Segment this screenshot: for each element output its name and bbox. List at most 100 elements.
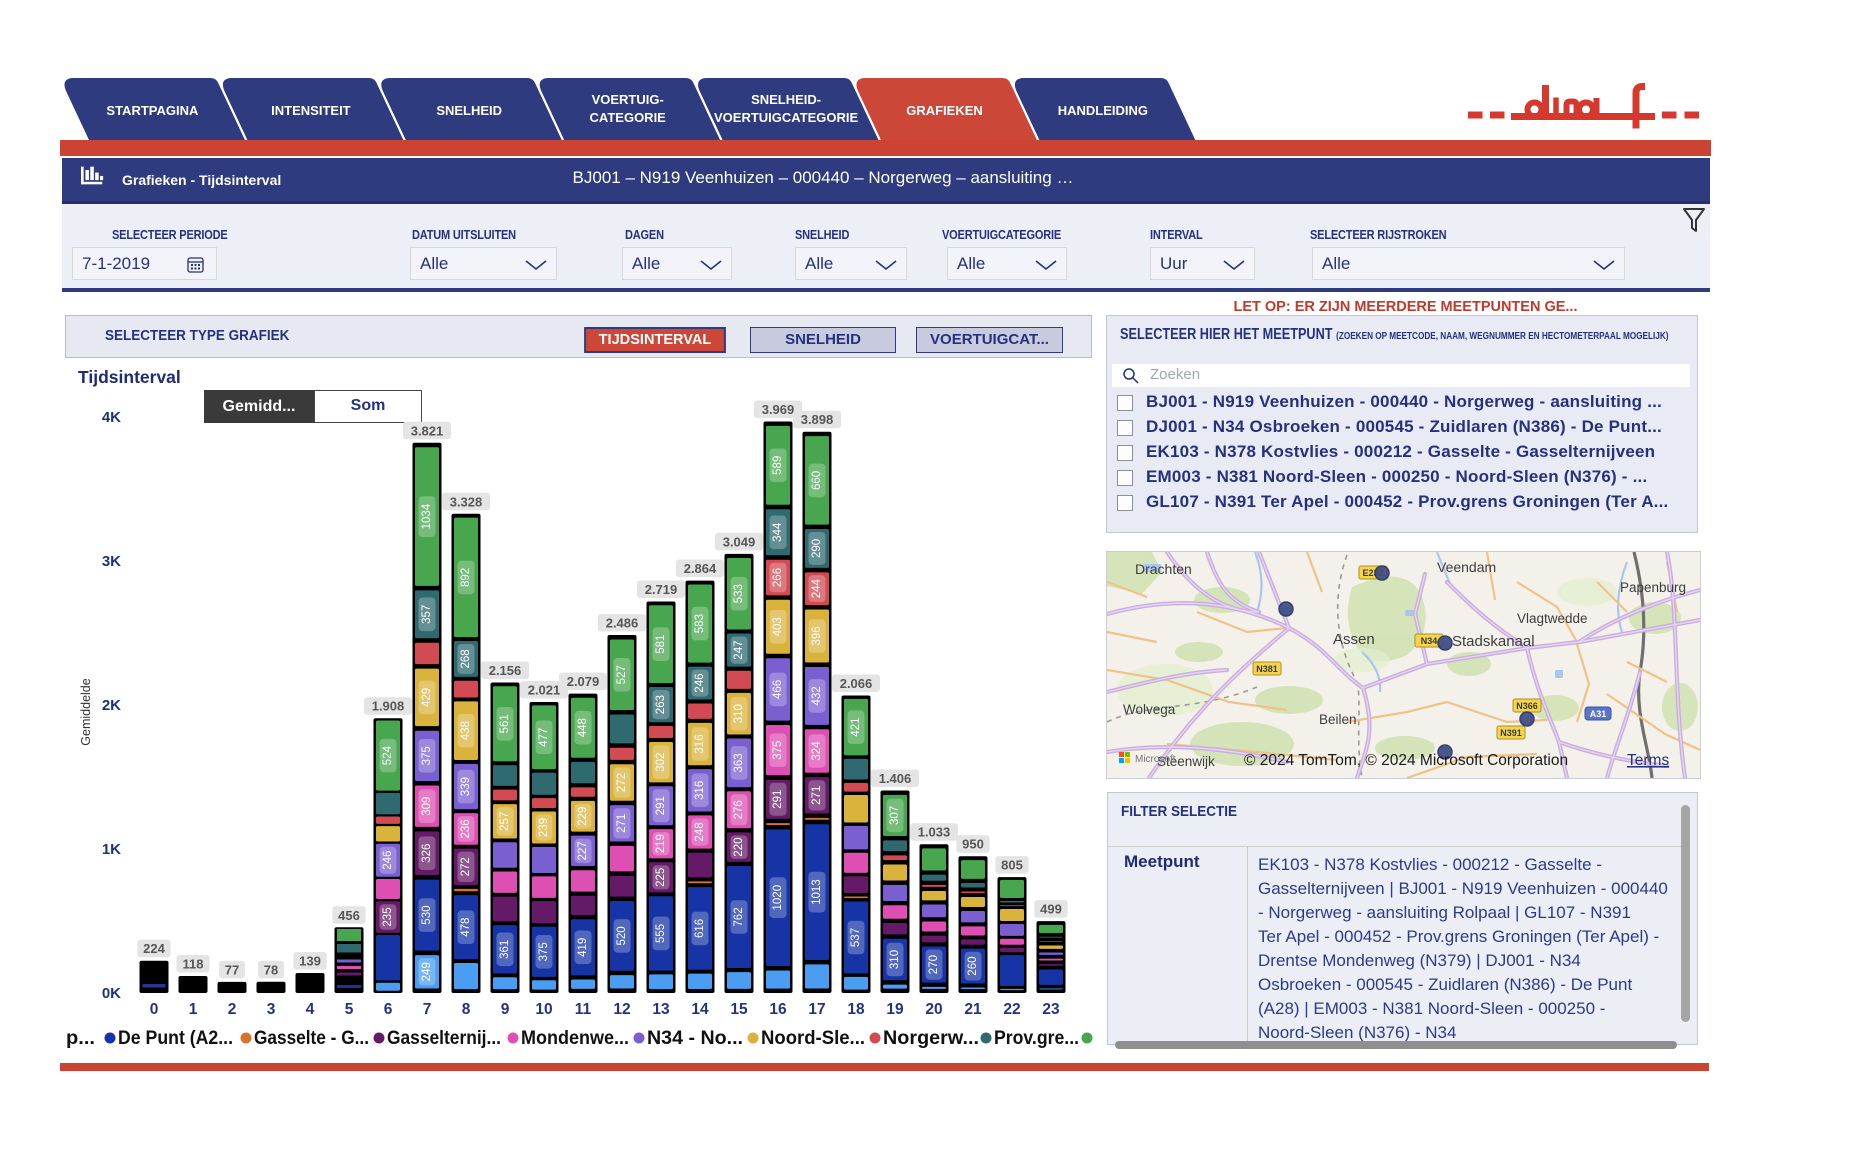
svg-text:8: 8	[462, 1001, 471, 1018]
svg-text:583: 583	[694, 614, 706, 633]
svg-text:9: 9	[501, 1001, 510, 1018]
svg-text:396: 396	[811, 626, 823, 645]
svg-text:78: 78	[264, 962, 278, 977]
svg-text:520: 520	[616, 926, 628, 945]
svg-text:Papenburg: Papenburg	[1620, 580, 1686, 595]
svg-text:339: 339	[460, 777, 472, 796]
svg-text:271: 271	[616, 814, 628, 833]
svg-text:310: 310	[733, 704, 745, 723]
svg-text:456: 456	[338, 908, 360, 923]
svg-text:E232: E232	[1362, 568, 1383, 578]
svg-text:0: 0	[150, 1001, 159, 1018]
svg-text:310: 310	[889, 950, 901, 969]
svg-text:361: 361	[499, 940, 511, 959]
svg-text:309: 309	[421, 797, 433, 816]
svg-text:291: 291	[772, 790, 784, 809]
svg-text:10: 10	[535, 1001, 552, 1018]
svg-text:326: 326	[421, 844, 433, 863]
svg-text:438: 438	[460, 721, 472, 740]
svg-text:403: 403	[772, 617, 784, 636]
svg-text:Microsoft: Microsoft	[1135, 754, 1176, 765]
svg-text:N34: N34	[1421, 636, 1438, 646]
svg-text:270: 270	[928, 955, 940, 974]
svg-text:23: 23	[1042, 1001, 1060, 1018]
svg-text:2.021: 2.021	[528, 683, 561, 698]
svg-text:1013: 1013	[811, 879, 823, 905]
svg-text:561: 561	[499, 714, 511, 733]
svg-text:4K: 4K	[102, 409, 121, 426]
svg-text:581: 581	[655, 635, 667, 654]
svg-text:1.406: 1.406	[879, 771, 912, 786]
svg-text:Gasselternij...: Gasselternij...	[387, 1028, 501, 1049]
svg-text:236: 236	[460, 819, 472, 838]
svg-text:357: 357	[421, 605, 433, 624]
svg-text:950: 950	[962, 837, 984, 852]
svg-text:12: 12	[613, 1001, 630, 1018]
svg-text:Veendam: Veendam	[1437, 559, 1496, 575]
svg-text:N391: N391	[1500, 728, 1522, 738]
svg-text:Gasselte - G...: Gasselte - G...	[254, 1028, 369, 1049]
svg-text:429: 429	[421, 688, 433, 707]
svg-text:1034: 1034	[421, 503, 433, 529]
svg-text:227: 227	[577, 841, 589, 860]
svg-text:2.066: 2.066	[840, 676, 873, 691]
svg-text:257: 257	[499, 812, 511, 831]
svg-text:448: 448	[577, 718, 589, 737]
svg-text:5: 5	[345, 1001, 354, 1018]
svg-text:1: 1	[189, 1001, 198, 1018]
svg-text:11: 11	[575, 1001, 592, 1018]
svg-text:22: 22	[1003, 1001, 1020, 1018]
svg-text:VOERTUIG-: VOERTUIG-	[592, 92, 664, 107]
svg-text:1.908: 1.908	[372, 699, 405, 714]
svg-text:805: 805	[1001, 858, 1023, 873]
svg-text:291: 291	[655, 796, 667, 815]
svg-text:527: 527	[616, 665, 628, 684]
svg-text:3.049: 3.049	[723, 534, 756, 549]
svg-text:660: 660	[811, 471, 823, 490]
svg-text:18: 18	[847, 1001, 865, 1018]
svg-text:229: 229	[577, 807, 589, 826]
svg-text:266: 266	[772, 568, 784, 587]
svg-text:SNELHEID-: SNELHEID-	[751, 92, 821, 107]
svg-text:Wolvega: Wolvega	[1123, 702, 1176, 717]
svg-text:Noord-Sle...: Noord-Sle...	[761, 1028, 865, 1049]
svg-text:530: 530	[421, 906, 433, 925]
svg-text:Drachten: Drachten	[1135, 561, 1192, 577]
svg-text:235: 235	[382, 907, 394, 926]
svg-text:524: 524	[382, 745, 394, 765]
svg-text:1.033: 1.033	[918, 825, 951, 840]
svg-text:2.864: 2.864	[684, 561, 717, 576]
svg-text:272: 272	[460, 857, 472, 876]
svg-text:Gemiddelde: Gemiddelde	[79, 678, 93, 745]
svg-text:225: 225	[655, 868, 667, 887]
svg-text:Prov.gre...: Prov.gre...	[994, 1028, 1079, 1049]
svg-text:6: 6	[384, 1001, 393, 1018]
svg-text:324: 324	[811, 741, 823, 761]
svg-text:Terms: Terms	[1627, 752, 1669, 769]
svg-text:224: 224	[143, 941, 165, 956]
svg-text:419: 419	[577, 938, 589, 957]
svg-text:3: 3	[267, 1001, 276, 1018]
svg-text:344: 344	[772, 522, 784, 542]
svg-text:19: 19	[886, 1001, 904, 1018]
svg-text:3.898: 3.898	[801, 412, 834, 427]
svg-text:589: 589	[772, 456, 784, 475]
svg-text:263: 263	[655, 695, 667, 714]
svg-text:2.719: 2.719	[645, 582, 678, 597]
svg-text:20: 20	[925, 1001, 942, 1018]
svg-text:INTENSITEIT: INTENSITEIT	[271, 103, 351, 118]
svg-text:16: 16	[769, 1001, 787, 1018]
svg-text:477: 477	[538, 728, 550, 747]
svg-text:271: 271	[811, 786, 823, 805]
svg-text:GRAFIEKEN: GRAFIEKEN	[906, 103, 983, 118]
svg-text:1020: 1020	[772, 885, 784, 911]
svg-text:De Punt (A2...: De Punt (A2...	[118, 1028, 233, 1049]
svg-text:© 2024 TomTom, © 2024 Microsof: © 2024 TomTom, © 2024 Microsoft Corporat…	[1244, 752, 1568, 769]
svg-text:272: 272	[616, 773, 628, 792]
svg-text:21: 21	[964, 1001, 982, 1018]
svg-text:307: 307	[889, 806, 901, 825]
svg-text:268: 268	[460, 649, 472, 668]
svg-text:Assen: Assen	[1333, 631, 1375, 648]
svg-text:537: 537	[850, 928, 862, 947]
svg-text:Beilen: Beilen	[1319, 712, 1357, 727]
